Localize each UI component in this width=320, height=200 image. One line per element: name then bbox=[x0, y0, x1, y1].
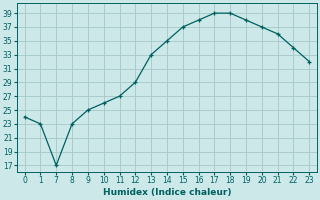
X-axis label: Humidex (Indice chaleur): Humidex (Indice chaleur) bbox=[103, 188, 231, 197]
